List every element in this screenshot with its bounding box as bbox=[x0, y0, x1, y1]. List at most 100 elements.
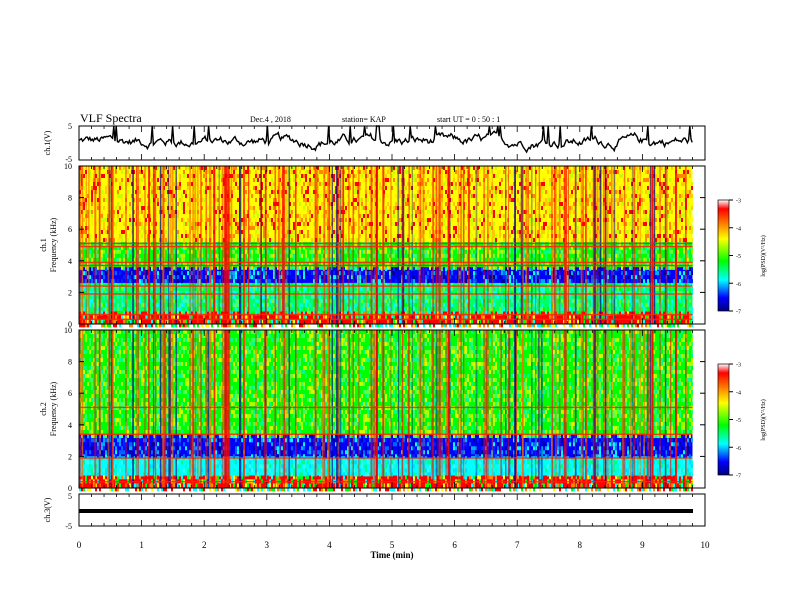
spec-cell bbox=[177, 230, 179, 234]
spec-cell bbox=[261, 290, 263, 295]
spec-cell bbox=[571, 323, 573, 328]
spec-cell bbox=[261, 218, 263, 222]
spec-cell bbox=[459, 261, 461, 266]
spec-cell bbox=[377, 279, 379, 284]
spec-cell bbox=[617, 306, 619, 311]
spec-cell bbox=[433, 323, 435, 328]
spec-cell bbox=[477, 319, 479, 324]
spec-cell bbox=[273, 271, 275, 276]
spec-cell bbox=[465, 323, 467, 328]
spec-cell bbox=[195, 170, 197, 174]
spec-cell bbox=[285, 323, 287, 328]
spec-cell bbox=[421, 298, 423, 303]
spec-cell bbox=[165, 238, 167, 242]
spec-cell bbox=[237, 234, 239, 238]
spec-cell bbox=[101, 210, 103, 214]
spec-cell bbox=[235, 298, 237, 303]
spec-cell bbox=[177, 238, 179, 242]
spec-cell bbox=[105, 275, 107, 280]
spec-cell bbox=[377, 315, 379, 320]
spec-cell bbox=[261, 186, 263, 190]
spec-cell bbox=[211, 253, 213, 258]
spec-cell bbox=[173, 315, 175, 320]
spec-cell bbox=[445, 253, 447, 258]
spec-cell bbox=[221, 290, 223, 295]
spec-cell bbox=[345, 265, 347, 270]
spec-cell bbox=[461, 306, 463, 311]
spec-cell bbox=[97, 245, 99, 250]
spec-cell bbox=[539, 294, 541, 299]
spec-cell bbox=[469, 323, 471, 328]
spec-cell bbox=[161, 265, 163, 270]
spec-cell bbox=[103, 261, 105, 266]
spec-cell bbox=[203, 310, 205, 315]
spec-cell bbox=[237, 290, 239, 295]
spec-cell bbox=[177, 218, 179, 222]
spec-cell bbox=[183, 202, 185, 206]
spec-cell bbox=[559, 253, 561, 258]
spec-cell bbox=[459, 310, 461, 315]
spec-cell bbox=[557, 265, 559, 270]
spec-cell bbox=[93, 182, 95, 186]
spec-cell bbox=[561, 306, 563, 311]
spec-cell bbox=[87, 257, 89, 262]
spec-cell bbox=[357, 319, 359, 324]
spec-cell bbox=[85, 238, 87, 242]
spec-cell bbox=[637, 249, 639, 254]
spec-cell bbox=[341, 311, 343, 316]
spec-cell bbox=[409, 286, 411, 291]
spec-cell bbox=[673, 310, 675, 315]
spec-cell bbox=[421, 315, 423, 320]
spec-cell bbox=[131, 194, 133, 198]
spec-cell bbox=[299, 265, 301, 270]
spec-cell bbox=[497, 253, 499, 258]
spec-cell bbox=[677, 253, 679, 258]
spec-cell bbox=[193, 198, 195, 202]
spec-cell bbox=[187, 226, 189, 230]
spec-cell bbox=[359, 315, 361, 320]
spec-cell bbox=[271, 323, 273, 328]
spec-cell bbox=[461, 286, 463, 291]
spec-cell bbox=[271, 261, 273, 266]
spec-cell bbox=[489, 282, 491, 287]
spec-cell bbox=[421, 267, 423, 272]
spec-cell bbox=[85, 245, 87, 250]
spec-cell bbox=[123, 265, 125, 270]
spec-cell bbox=[363, 249, 365, 254]
spec-cell bbox=[453, 323, 455, 328]
spec-cell bbox=[87, 319, 89, 324]
spec-cell bbox=[469, 275, 471, 280]
spec-cell bbox=[503, 275, 505, 280]
spec-cell bbox=[421, 319, 423, 324]
spec-cell bbox=[533, 271, 535, 276]
spec-cell bbox=[549, 249, 551, 254]
spec-cell bbox=[255, 194, 257, 198]
spec-cell bbox=[645, 282, 647, 287]
spec-cell bbox=[245, 182, 247, 186]
spec-cell bbox=[207, 271, 209, 276]
spec-cell bbox=[355, 315, 357, 320]
spec-cell bbox=[161, 198, 163, 202]
spec-cell bbox=[181, 294, 183, 299]
spec-cell bbox=[191, 249, 193, 254]
spec-cell bbox=[255, 210, 257, 214]
spec-cell bbox=[267, 166, 269, 170]
spec-cell bbox=[189, 271, 191, 276]
spec-cell bbox=[519, 282, 521, 287]
spec-cell bbox=[411, 265, 413, 270]
spec-cell bbox=[627, 306, 629, 311]
spec-cell bbox=[287, 271, 289, 276]
spec-cell bbox=[87, 245, 89, 250]
spec-cell bbox=[247, 202, 249, 206]
spec-cell bbox=[123, 315, 125, 320]
spec-cell bbox=[183, 310, 185, 315]
spec-cell bbox=[579, 282, 581, 287]
spec-cell bbox=[481, 253, 483, 258]
spec-cell bbox=[459, 323, 461, 328]
spec-cell bbox=[689, 282, 691, 287]
spec-cell bbox=[619, 294, 621, 299]
spec-cell bbox=[287, 249, 289, 254]
spec-cell bbox=[261, 257, 263, 262]
spec-cell bbox=[473, 310, 475, 315]
spec-cell bbox=[611, 290, 613, 295]
